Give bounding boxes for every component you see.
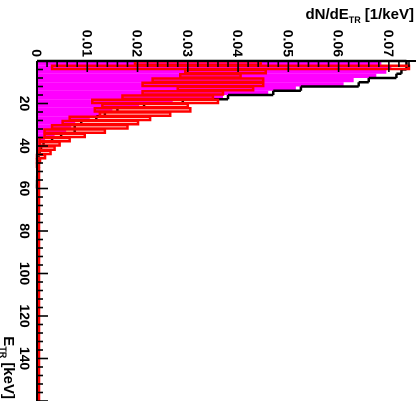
magenta-histogram-bar	[37, 78, 354, 83]
magenta-histogram-bar	[37, 65, 392, 70]
value-tick-label: 0.04	[230, 30, 246, 57]
axis-title-layer: dN/dETR [1/keV] ETR[keV]	[0, 6, 414, 399]
energy-tick-label: 20	[17, 96, 33, 112]
energy-tick-label: 100	[17, 262, 33, 286]
magenta-histogram-bar	[37, 69, 387, 74]
value-tick-label: 0.02	[130, 30, 146, 57]
energy-tick-label: 120	[17, 304, 33, 328]
magenta-histogram-bar	[37, 73, 377, 78]
magenta-histogram-bar	[37, 86, 296, 91]
magenta-histogram-bar	[37, 137, 46, 142]
magenta-histogram-bar	[37, 112, 102, 117]
magenta-histogram-bar	[37, 107, 113, 112]
value-tick-label: 0.03	[180, 30, 196, 57]
tick-label-layer: 0 0.01 0.02 0.03 0.04 0.05 0.06 0.07 20 40 60 80 100…	[17, 30, 397, 371]
energy-tick-label: 40	[17, 138, 33, 154]
value-tick-label: 0.07	[381, 30, 397, 57]
magenta-histogram-bar	[37, 120, 76, 125]
energy-tick-label: 80	[17, 223, 33, 239]
magenta-histogram-bar	[37, 99, 173, 104]
magenta-histogram-bar	[37, 129, 67, 134]
magenta-histogram-bar	[37, 103, 140, 108]
energy-tick-label: 140	[17, 347, 33, 371]
value-tick-label: 0.05	[280, 30, 296, 57]
magenta-histogram-bar	[37, 95, 223, 100]
value-tick-label: 0.01	[79, 30, 95, 57]
magenta-histogram-bar	[37, 146, 40, 151]
magenta-histogram-bar	[37, 61, 382, 66]
value-axis-title: dN/dETR [1/keV]	[305, 6, 414, 25]
magenta-histogram-bar	[37, 116, 90, 121]
value-tick-label: 0	[29, 49, 45, 57]
magenta-histogram-bar	[37, 124, 72, 129]
magenta-histogram-bar	[37, 133, 55, 138]
magenta-histogram-bar	[37, 90, 269, 95]
energy-tick-label: 60	[17, 181, 33, 197]
tick-layer	[36, 60, 410, 401]
magenta-histogram-layer	[37, 61, 392, 168]
magenta-histogram-bar	[37, 82, 344, 87]
energy-axis-title: ETR[keV]	[0, 336, 17, 399]
value-tick-label: 0.06	[331, 30, 347, 57]
